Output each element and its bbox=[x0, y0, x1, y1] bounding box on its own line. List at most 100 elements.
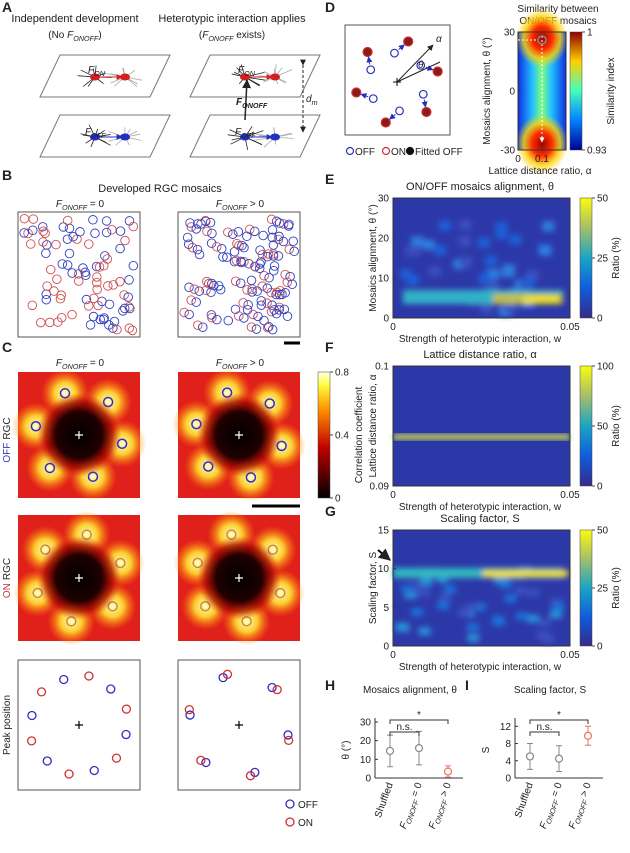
shift-arrow bbox=[421, 99, 428, 108]
subscript: ONOFF bbox=[573, 798, 590, 825]
panel-title: Similarity between bbox=[517, 4, 598, 15]
onoff-arrow bbox=[242, 79, 252, 121]
rgc bbox=[269, 266, 279, 276]
subscript: ONOFF bbox=[62, 362, 88, 371]
rgc bbox=[97, 296, 107, 307]
rgc bbox=[252, 286, 262, 296]
rgc bbox=[257, 249, 268, 260]
panel-label: D bbox=[325, 0, 335, 15]
y-tick-label: 10 bbox=[378, 274, 390, 285]
rgc bbox=[222, 252, 232, 262]
legend-label: OFF bbox=[355, 147, 375, 158]
rgc bbox=[184, 309, 194, 320]
on-cell bbox=[362, 46, 373, 58]
force-label: FOFF bbox=[235, 127, 256, 140]
subscript: OFF bbox=[91, 131, 106, 140]
rgc bbox=[231, 255, 242, 266]
rgc bbox=[99, 313, 109, 323]
note: (No FONOFF) bbox=[48, 30, 102, 43]
category-label: Shuffled bbox=[513, 781, 536, 819]
rgc bbox=[242, 285, 252, 295]
off-peak bbox=[89, 765, 99, 776]
legend-label: ON bbox=[298, 818, 313, 829]
texture bbox=[434, 245, 447, 256]
text-part: ( bbox=[199, 30, 203, 41]
rgc bbox=[256, 257, 266, 267]
max-marker bbox=[537, 35, 547, 45]
rgc bbox=[89, 293, 99, 304]
y-axis-label: Mosaics alignment, θ (°) bbox=[368, 204, 379, 311]
rgc bbox=[234, 240, 244, 251]
rgc bbox=[182, 232, 193, 243]
texture bbox=[526, 270, 539, 281]
texture bbox=[538, 618, 551, 627]
symbol: F bbox=[67, 30, 74, 41]
rgc bbox=[101, 216, 112, 226]
y-tick-label: 30 bbox=[360, 718, 372, 729]
rgc bbox=[125, 303, 135, 314]
rgc bbox=[274, 218, 285, 228]
rgc bbox=[92, 284, 102, 295]
plane bbox=[39, 54, 171, 98]
colorbar bbox=[579, 197, 593, 319]
x-tick-label: 0 bbox=[390, 322, 396, 333]
texture bbox=[480, 303, 493, 314]
rgc bbox=[229, 256, 240, 267]
texture bbox=[514, 586, 527, 595]
texture bbox=[420, 577, 433, 586]
texture bbox=[438, 220, 451, 231]
legend-marker bbox=[345, 146, 355, 156]
rgc bbox=[49, 286, 59, 296]
colorbar-tick-label: 0 bbox=[597, 482, 603, 493]
rgc bbox=[179, 307, 189, 318]
text-part: Shuffled bbox=[373, 781, 396, 819]
force-label: FON bbox=[238, 65, 256, 78]
shift-arrow bbox=[366, 56, 373, 65]
shift-arrow bbox=[389, 113, 396, 120]
text-part: > 0 bbox=[578, 781, 594, 801]
rgc bbox=[273, 251, 284, 261]
rgc bbox=[78, 263, 88, 273]
x-axis-label: Strength of heterotypic interaction, w bbox=[399, 662, 562, 673]
text-part: = 0 bbox=[87, 358, 104, 369]
x-axis-label: Strength of heterotypic interaction, w bbox=[399, 334, 562, 345]
rgc bbox=[234, 311, 244, 321]
texture bbox=[485, 280, 498, 291]
subscript: ONOFF bbox=[222, 362, 248, 371]
rgc bbox=[280, 269, 290, 280]
panel-title: ON/OFF mosaics alignment, θ bbox=[406, 181, 554, 193]
y-tick-label: 15 bbox=[378, 526, 390, 537]
rgc bbox=[115, 276, 125, 287]
force-label: FON bbox=[88, 65, 106, 78]
subscript: ONOFF bbox=[222, 203, 248, 212]
panel-title: Heterotypic interaction applies bbox=[158, 13, 306, 25]
text-part: Shuffled bbox=[513, 781, 536, 819]
rgc bbox=[238, 298, 248, 308]
rgc bbox=[75, 227, 85, 237]
colorbar-label: Correlation coefficient bbox=[354, 387, 365, 484]
rgc bbox=[196, 219, 206, 229]
rgc bbox=[19, 213, 30, 224]
legend-marker bbox=[381, 146, 391, 156]
rgc bbox=[223, 315, 234, 326]
y-tick-label: 5 bbox=[383, 603, 389, 614]
y-tick-label: 30 bbox=[504, 28, 516, 39]
rgc bbox=[88, 215, 98, 225]
rgc bbox=[284, 219, 294, 230]
texture bbox=[466, 623, 479, 632]
rgc bbox=[246, 275, 257, 286]
y-axis-label: Mosaics alignment, θ (°) bbox=[482, 37, 493, 144]
rgc bbox=[267, 300, 277, 310]
rgc bbox=[262, 251, 273, 262]
mean-marker bbox=[525, 752, 535, 761]
rgc bbox=[278, 219, 289, 229]
symbol: F bbox=[56, 199, 63, 210]
off-cell bbox=[418, 89, 428, 99]
heatmap-frame bbox=[392, 365, 571, 487]
rgc bbox=[52, 274, 62, 284]
panel-title: Scaling factor, S bbox=[514, 685, 587, 696]
off-peak bbox=[267, 682, 277, 693]
rgc bbox=[64, 248, 75, 259]
colorbar-tick-label: 0 bbox=[597, 642, 603, 653]
rgc bbox=[207, 312, 217, 323]
